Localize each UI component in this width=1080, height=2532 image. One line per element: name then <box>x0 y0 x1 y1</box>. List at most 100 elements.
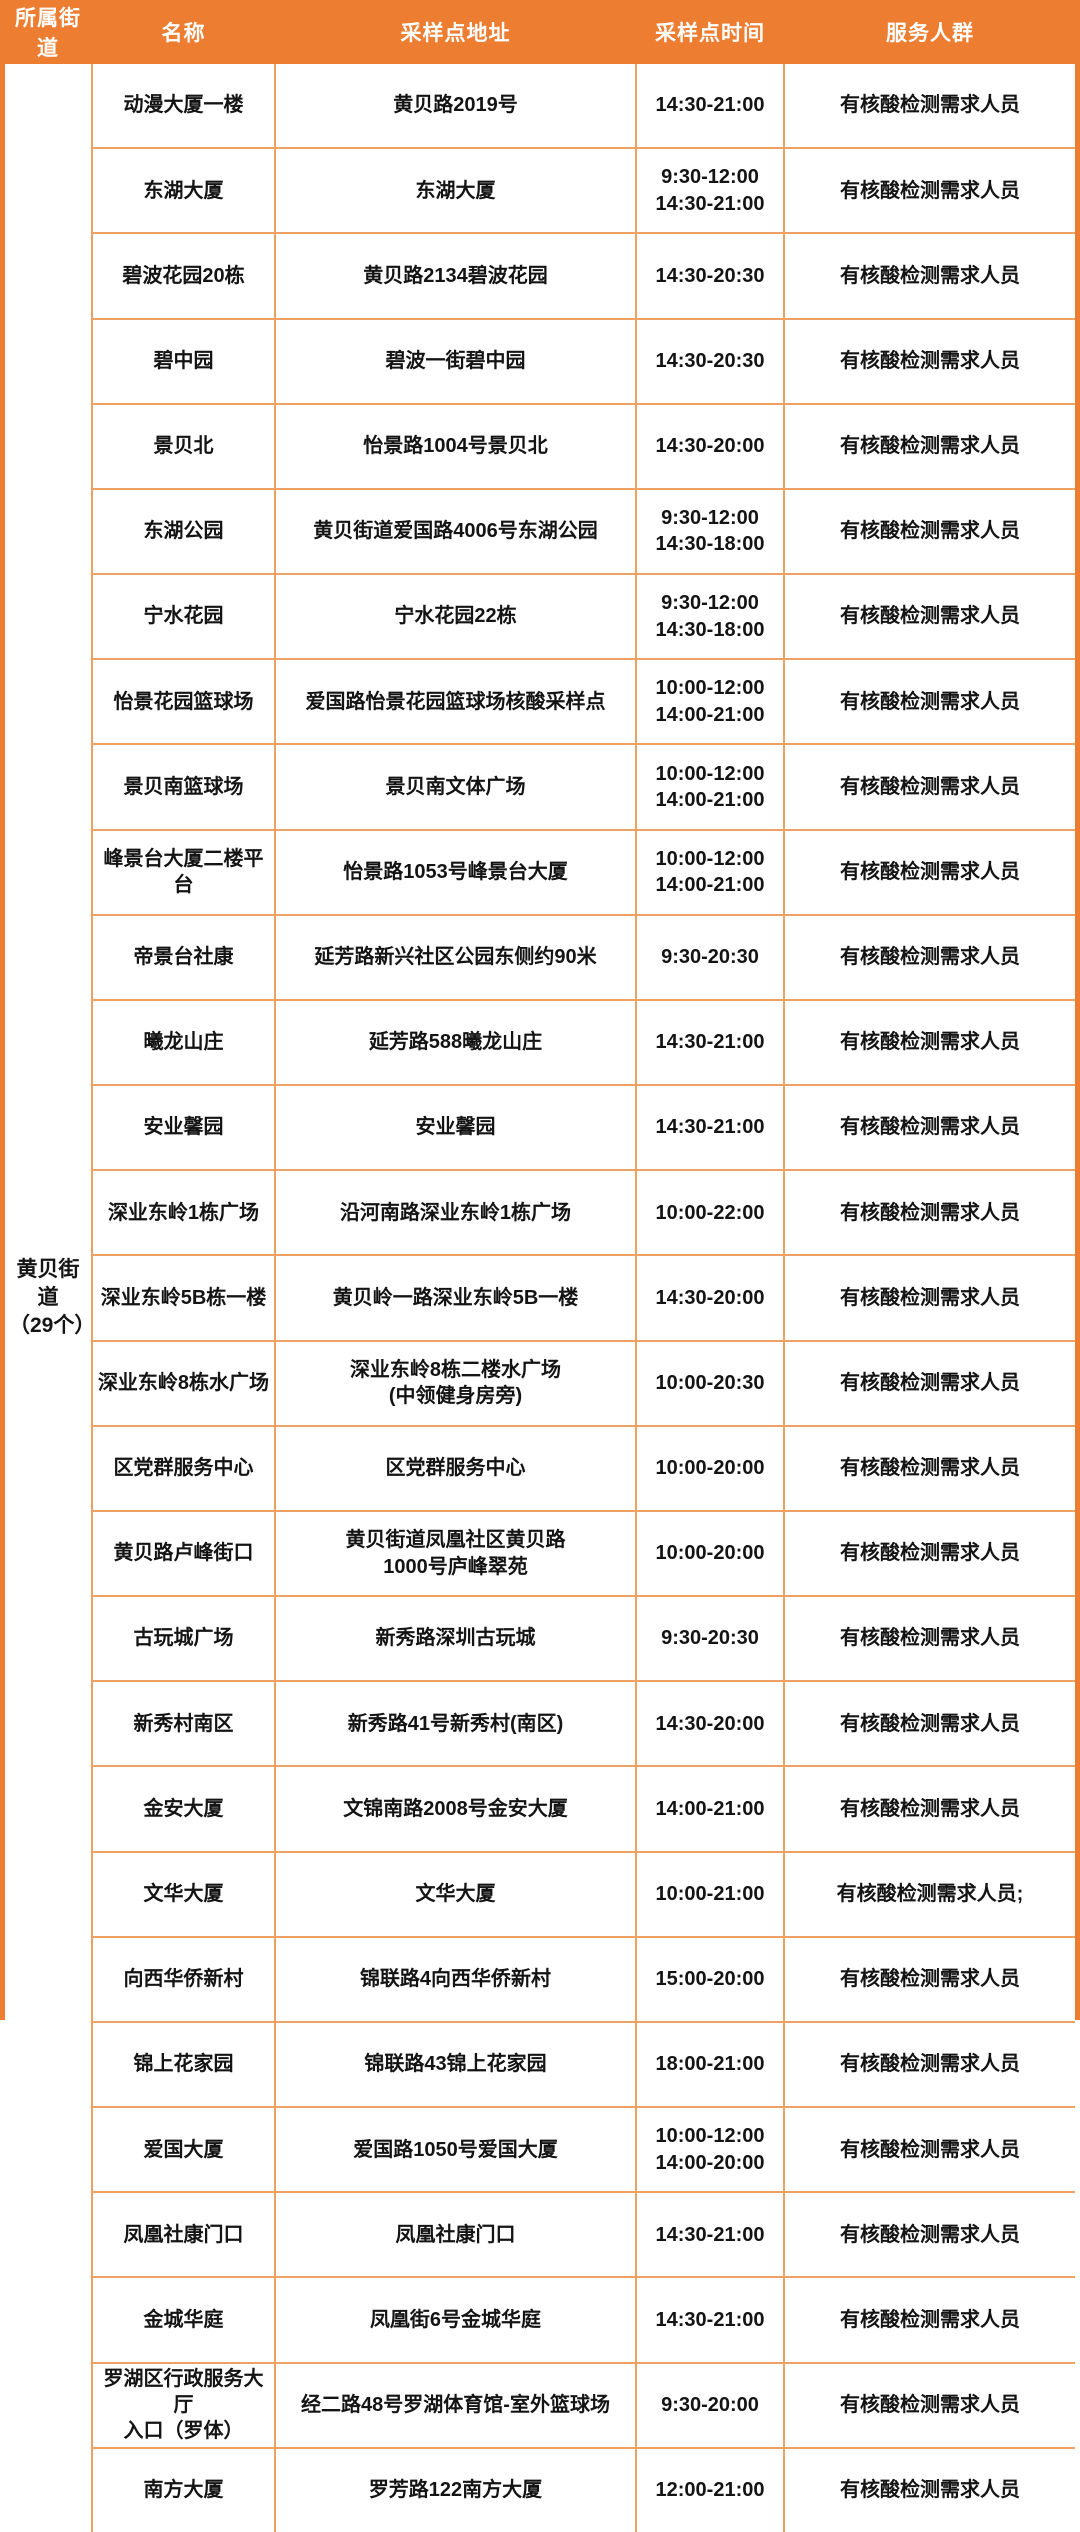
header-cell-name: 名称 <box>161 22 206 45</box>
site-address-cell: 沿河南路深业东岭1栋广场 <box>276 1171 635 1255</box>
site-time-cell: 14:30-21:00 <box>637 1086 783 1170</box>
site-address-cell: 景贝南文体广场 <box>276 745 635 829</box>
site-name-cell: 凤凰社康门口 <box>93 2193 274 2277</box>
site-service-cell: 有核酸检测需求人员 <box>785 2022 1075 2107</box>
street-group-name: 黄贝街道 <box>16 1258 80 1310</box>
table-body: 黄贝街道 （29个） 动漫大厦一楼 黄贝路2019号 14:30-21:00 有… <box>5 64 1075 2532</box>
site-time-cell: 10:00-12:00 14:00-21:00 <box>637 745 783 829</box>
site-name-cell: 深业东岭1栋广场 <box>93 1171 274 1255</box>
site-address-cell: 新秀路41号新秀村(南区) <box>276 1682 635 1766</box>
site-service-cell: 有核酸检测需求人员 <box>785 1086 1075 1170</box>
street-group-count: （29个） <box>9 1313 91 1337</box>
site-name-cell: 新秀村南区 <box>93 1682 274 1766</box>
site-name-cell: 帝景台社康 <box>93 915 274 999</box>
site-time-cell: 14:30-20:00 <box>637 404 783 488</box>
site-service-cell: 有核酸检测需求人员 <box>785 489 1075 574</box>
site-address-cell: 凤凰社康门口 <box>276 2193 635 2277</box>
site-service-cell: 有核酸检测需求人员 <box>785 575 1075 659</box>
site-name-cell: 东湖公园 <box>93 489 274 574</box>
site-name-cell: 动漫大厦一楼 <box>93 64 274 148</box>
site-service-cell: 有核酸检测需求人员 <box>785 2193 1075 2277</box>
site-name-cell: 古玩城广场 <box>93 1597 274 1681</box>
site-address-cell: 黄贝路2019号 <box>276 64 635 148</box>
site-address-cell: 锦联路43锦上花家园 <box>276 2022 635 2107</box>
site-name-cell: 金安大厦 <box>93 1767 274 1851</box>
site-service-cell: 有核酸检测需求人员 <box>785 2278 1075 2362</box>
site-name-cell: 东湖大厦 <box>93 149 274 233</box>
site-time-cell: 14:30-20:00 <box>637 1256 783 1340</box>
site-address-cell: 锦联路4向西华侨新村 <box>276 1937 635 2021</box>
site-name-cell: 黄贝路卢峰街口 <box>93 1511 274 1596</box>
site-address-cell: 爱国路1050号爱国大厦 <box>276 2108 635 2192</box>
site-time-cell: 14:30-20:30 <box>637 319 783 403</box>
site-service-cell: 有核酸检测需求人员 <box>785 1171 1075 1255</box>
header-cell-street: 所属街道 <box>15 7 81 60</box>
header-cell-time: 采样点时间 <box>655 22 765 45</box>
site-address-cell: 深业东岭8栋二楼水广场 (中领健身房旁) <box>276 1341 635 1425</box>
site-service-cell: 有核酸检测需求人员 <box>785 1937 1075 2021</box>
site-name-cell: 向西华侨新村 <box>93 1937 274 2021</box>
site-name-cell: 文华大厦 <box>93 1852 274 1936</box>
site-time-cell: 10:00-12:00 14:00-21:00 <box>637 660 783 744</box>
site-service-cell: 有核酸检测需求人员 <box>785 915 1075 999</box>
site-time-cell: 14:30-21:00 <box>637 1000 783 1085</box>
site-time-cell: 15:00-20:00 <box>637 1937 783 2021</box>
site-name-cell: 景贝北 <box>93 404 274 488</box>
site-name-cell: 碧波花园20栋 <box>93 234 274 318</box>
site-service-cell: 有核酸检测需求人员 <box>785 1341 1075 1425</box>
header-cell-service: 服务人群 <box>886 22 974 45</box>
site-address-cell: 怡景路1004号景贝北 <box>276 404 635 488</box>
site-address-cell: 罗芳路122南方大厦 <box>276 2448 635 2532</box>
site-service-cell: 有核酸检测需求人员 <box>785 2363 1075 2447</box>
site-address-cell: 区党群服务中心 <box>276 1426 635 1510</box>
site-name-cell: 宁水花园 <box>93 575 274 659</box>
site-address-cell: 安业馨园 <box>276 1086 635 1170</box>
site-service-cell: 有核酸检测需求人员 <box>785 1256 1075 1340</box>
site-time-cell: 10:00-12:00 14:00-21:00 <box>637 830 783 914</box>
site-name-cell: 锦上花家园 <box>93 2022 274 2107</box>
site-address-cell: 怡景路1053号峰景台大厦 <box>276 830 635 914</box>
site-address-cell: 爱国路怡景花园篮球场核酸采样点 <box>276 660 635 744</box>
site-time-cell: 14:00-21:00 <box>637 1767 783 1851</box>
site-service-cell: 有核酸检测需求人员 <box>785 2108 1075 2192</box>
site-name-cell: 深业东岭8栋水广场 <box>93 1341 274 1425</box>
site-time-cell: 9:30-20:30 <box>637 1597 783 1681</box>
site-service-cell: 有核酸检测需求人员; <box>785 1852 1075 1936</box>
site-service-cell: 有核酸检测需求人员 <box>785 1597 1075 1681</box>
site-time-cell: 14:30-21:00 <box>637 64 783 148</box>
site-time-cell: 10:00-20:00 <box>637 1511 783 1596</box>
header-cell-address: 采样点地址 <box>400 22 511 45</box>
site-address-cell: 文锦南路2008号金安大厦 <box>276 1767 635 1851</box>
site-time-cell: 14:30-21:00 <box>637 2278 783 2362</box>
site-name-cell: 曦龙山庄 <box>93 1000 274 1085</box>
site-address-cell: 东湖大厦 <box>276 149 635 233</box>
site-address-cell: 延芳路588曦龙山庄 <box>276 1000 635 1085</box>
site-service-cell: 有核酸检测需求人员 <box>785 64 1075 148</box>
site-name-cell: 怡景花园篮球场 <box>93 660 274 744</box>
site-service-cell: 有核酸检测需求人员 <box>785 404 1075 488</box>
site-service-cell: 有核酸检测需求人员 <box>785 1000 1075 1085</box>
site-time-cell: 10:00-21:00 <box>637 1852 783 1936</box>
site-name-cell: 区党群服务中心 <box>93 1426 274 1510</box>
site-service-cell: 有核酸检测需求人员 <box>785 1426 1075 1510</box>
site-time-cell: 9:30-20:30 <box>637 915 783 999</box>
site-time-cell: 9:30-12:00 14:30-18:00 <box>637 489 783 574</box>
site-service-cell: 有核酸检测需求人员 <box>785 660 1075 744</box>
site-time-cell: 9:30-12:00 14:30-21:00 <box>637 149 783 233</box>
site-name-cell: 罗湖区行政服务大厅 入口（罗体） <box>93 2363 274 2447</box>
site-time-cell: 9:30-20:00 <box>637 2363 783 2447</box>
site-address-cell: 延芳路新兴社区公园东侧约90米 <box>276 915 635 999</box>
site-address-cell: 黄贝岭一路深业东岭5B一楼 <box>276 1256 635 1340</box>
site-time-cell: 10:00-12:00 14:00-20:00 <box>637 2108 783 2192</box>
site-address-cell: 凤凰街6号金城华庭 <box>276 2278 635 2362</box>
site-service-cell: 有核酸检测需求人员 <box>785 319 1075 403</box>
site-address-cell: 碧波一街碧中园 <box>276 319 635 403</box>
site-service-cell: 有核酸检测需求人员 <box>785 1767 1075 1851</box>
site-service-cell: 有核酸检测需求人员 <box>785 745 1075 829</box>
site-name-cell: 金城华庭 <box>93 2278 274 2362</box>
site-name-cell: 碧中园 <box>93 319 274 403</box>
site-time-cell: 10:00-20:00 <box>637 1426 783 1510</box>
site-service-cell: 有核酸检测需求人员 <box>785 830 1075 914</box>
site-name-cell: 深业东岭5B栋一楼 <box>93 1256 274 1340</box>
